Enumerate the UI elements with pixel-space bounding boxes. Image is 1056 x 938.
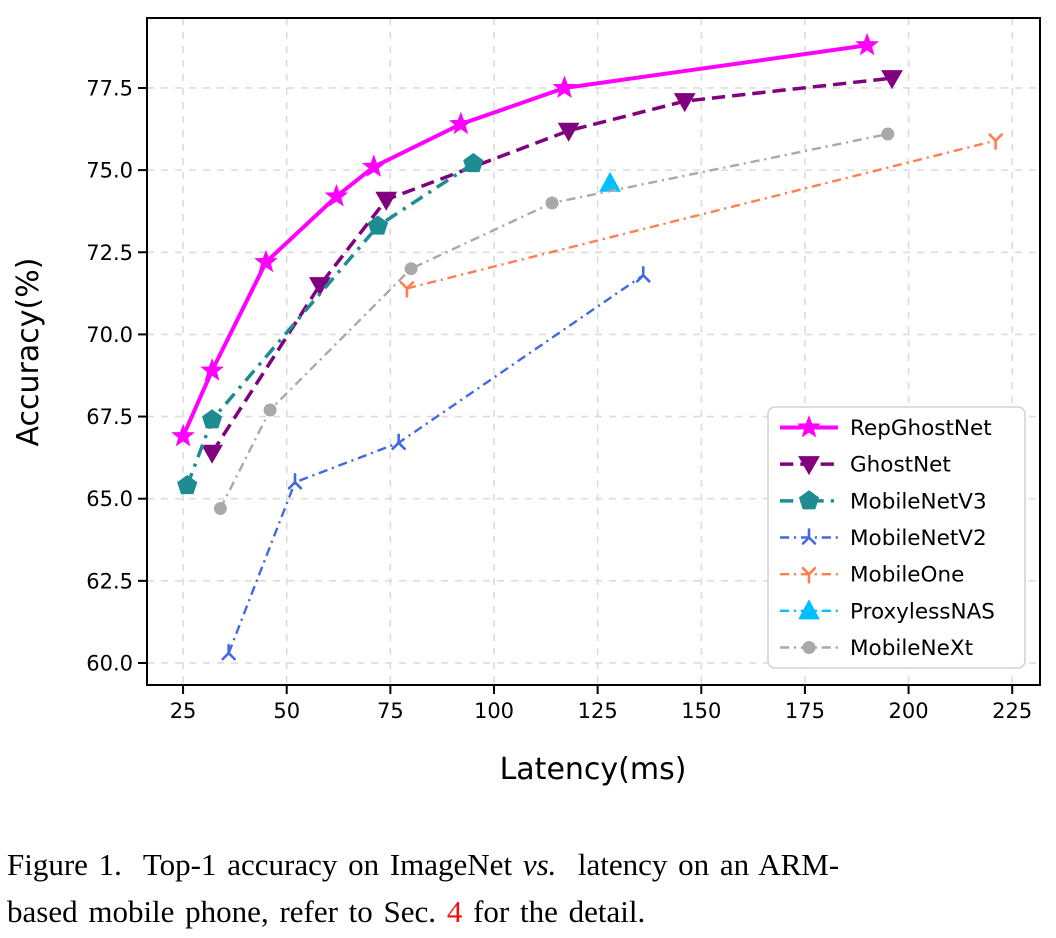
- data-point-marker: [399, 281, 415, 298]
- series-line: [210, 76, 893, 454]
- x-tick-label: 225: [992, 699, 1032, 723]
- series-line: [227, 274, 644, 654]
- caption-section-link: 4: [446, 894, 463, 929]
- data-point-marker: [881, 127, 895, 141]
- x-tick-label: 75: [377, 699, 404, 723]
- legend-label: MobileOne: [850, 563, 964, 588]
- x-tick-label: 100: [474, 699, 514, 723]
- data-point-marker: [557, 122, 580, 142]
- data-point-marker: [802, 641, 816, 654]
- plot-border: [146, 17, 1041, 686]
- legend-label: RepGhostNet: [850, 416, 992, 441]
- data-point-marker: [177, 474, 198, 495]
- data-point-marker: [263, 403, 277, 417]
- data-point-marker: [797, 415, 821, 438]
- x-tick-label: 125: [578, 699, 618, 723]
- legend-item-ProxylessNAS: ProxylessNAS: [780, 599, 995, 624]
- caption-text: based mobile phone, refer to Sec.: [7, 894, 447, 929]
- legend: RepGhostNet GhostNet MobileNetV3 MobileNetV…: [767, 406, 1026, 669]
- caption-text: Figure 1. Top-1 accuracy on ImageNet: [7, 847, 523, 882]
- data-point-marker: [254, 249, 278, 273]
- data-point-marker: [449, 111, 473, 135]
- data-point-marker: [463, 152, 484, 173]
- legend-label: GhostNet: [850, 453, 951, 478]
- series-layer: [171, 32, 1003, 661]
- data-point-marker: [855, 32, 879, 56]
- y-tick-label: 72.5: [86, 241, 133, 265]
- y-tick-label: 67.5: [86, 405, 133, 429]
- x-axis-label: Latency(ms): [500, 752, 687, 787]
- data-point-marker: [375, 191, 398, 211]
- data-point-marker: [404, 262, 418, 276]
- legend-label: ProxylessNAS: [850, 599, 995, 624]
- y-tick-label: 60.0: [86, 651, 133, 675]
- legend-label: MobileNetV2: [850, 526, 987, 551]
- accuracy-latency-chart: 25 50 75 100 125 150 175 200 225 60.0 62.5 65.0 67.5…: [11, 17, 1041, 787]
- data-point-marker: [213, 502, 227, 516]
- legend-item-GhostNet: GhostNet: [780, 453, 951, 478]
- data-point-marker: [221, 643, 236, 661]
- y-tick-label: 62.5: [86, 569, 133, 593]
- data-point-marker: [801, 566, 817, 584]
- data-point-marker: [545, 196, 559, 210]
- series-line: [406, 139, 996, 290]
- y-tick-label: 75.0: [86, 159, 133, 183]
- series-MobileOne: [399, 133, 1003, 298]
- series-MobileNeXt: [213, 127, 895, 516]
- y-tick-label: 65.0: [86, 487, 133, 511]
- y-tick-label: 70.0: [86, 323, 133, 347]
- x-tick-label: 25: [170, 699, 197, 723]
- data-point-marker: [988, 133, 1003, 150]
- legend-item-MobileNeXt: MobileNeXt: [780, 636, 973, 661]
- x-tick-label: 175: [785, 699, 825, 723]
- data-point-marker: [361, 154, 386, 177]
- legend-item-RepGhostNet: RepGhostNet: [780, 415, 992, 441]
- series-line: [185, 162, 475, 487]
- legend-label: MobileNetV3: [850, 489, 987, 514]
- data-point-marker: [798, 599, 820, 620]
- data-point-marker: [881, 70, 903, 90]
- data-point-marker: [200, 358, 224, 381]
- data-point-marker: [599, 171, 621, 192]
- series-ProxylessNAS: [599, 171, 621, 192]
- series-line: [181, 43, 868, 438]
- x-tick-label: 50: [273, 699, 300, 723]
- legend-item-MobileNetV3: MobileNetV3: [780, 489, 987, 514]
- data-point-marker: [287, 472, 303, 490]
- series-line: [219, 132, 889, 510]
- series-MobileNetV3: [177, 152, 484, 495]
- data-point-marker: [201, 409, 223, 429]
- data-point-marker: [801, 528, 817, 545]
- x-tick-label: 200: [889, 699, 929, 723]
- caption-vs-italic: vs.: [522, 847, 557, 882]
- series-RepGhostNet: [171, 32, 879, 447]
- series-MobileNetV2: [221, 265, 651, 661]
- data-point-marker: [635, 265, 651, 283]
- legend-item-MobileOne: MobileOne: [780, 563, 964, 588]
- series-GhostNet: [201, 70, 903, 464]
- x-tick-label: 150: [681, 699, 721, 723]
- caption-text: for the detail.: [462, 894, 646, 929]
- data-point-marker: [552, 75, 577, 99]
- legend-item-MobileNetV2: MobileNetV2: [780, 526, 987, 551]
- data-point-marker: [798, 456, 820, 476]
- data-point-marker: [324, 183, 349, 207]
- legend-box: [767, 406, 1026, 669]
- data-point-marker: [798, 490, 820, 510]
- data-point-marker: [673, 93, 696, 113]
- data-point-marker: [201, 444, 223, 464]
- y-tick-label: 77.5: [86, 76, 133, 100]
- caption-text: latency on an ARM-: [556, 847, 840, 882]
- data-point-marker: [171, 423, 195, 447]
- data-point-marker: [367, 215, 389, 235]
- figure-caption: Figure 1. Top-1 accuracy on ImageNet vs.…: [7, 841, 1051, 935]
- data-point-marker: [391, 433, 406, 451]
- ticks-layer: 25 50 75 100 125 150 175 200 225 60.0 62.5 65.0 67.5…: [86, 76, 1032, 723]
- legend-label: MobileNeXt: [850, 636, 973, 661]
- y-axis-label: Accuracy(%): [11, 258, 46, 447]
